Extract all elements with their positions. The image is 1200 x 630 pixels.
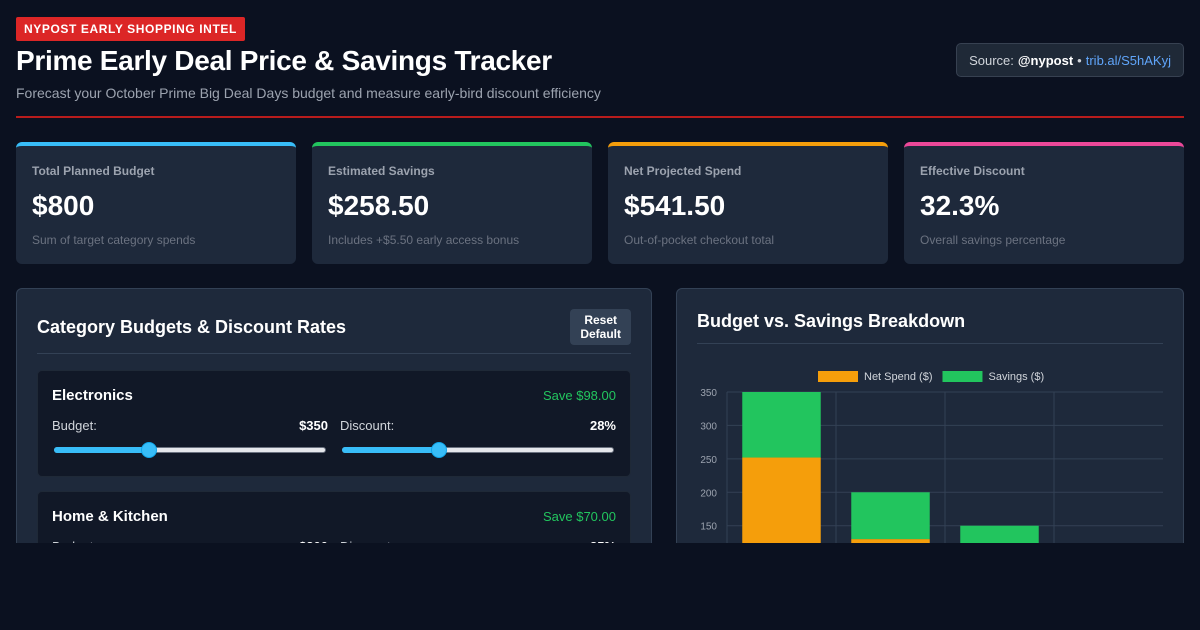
category-name: Electronics bbox=[52, 387, 133, 404]
card-note: Includes +$5.50 early access bonus bbox=[328, 233, 520, 247]
y-tick-label: 300 bbox=[700, 421, 717, 432]
budget-value: $350 bbox=[299, 418, 328, 433]
legend-swatch bbox=[818, 371, 858, 382]
slider-thumb[interactable] bbox=[431, 442, 448, 458]
y-tick-label: 200 bbox=[700, 488, 717, 499]
card-label: Total Planned Budget bbox=[32, 164, 155, 178]
chart-panel-title: Budget vs. Savings Breakdown bbox=[697, 311, 966, 331]
header-divider bbox=[16, 116, 1184, 118]
source-separator: • bbox=[1077, 52, 1082, 68]
card-effective-discount: Effective Discount 32.3% Overall savings… bbox=[904, 142, 1184, 264]
card-note: Out-of-pocket checkout total bbox=[624, 233, 775, 247]
category-panel-header: Category Budgets & Discount Rates Reset D… bbox=[37, 309, 631, 354]
card-label: Effective Discount bbox=[920, 164, 1025, 178]
legend-label: Savings ($) bbox=[988, 371, 1044, 383]
card-note: Sum of target category spends bbox=[32, 233, 196, 247]
bar-segment bbox=[851, 492, 930, 540]
source-link[interactable]: trib.al/S5hAKyj bbox=[1085, 52, 1171, 68]
page-subtitle: Forecast your October Prime Big Deal Day… bbox=[16, 85, 601, 101]
discount-label: Discount: bbox=[340, 418, 395, 433]
budget-label: Budget: bbox=[52, 418, 97, 433]
source-badge: Source: @nypost • trib.al/S5hAKyj bbox=[956, 43, 1184, 77]
y-tick-label: 350 bbox=[700, 388, 717, 399]
reset-default-button[interactable]: Reset Default bbox=[570, 309, 631, 345]
budget-slider[interactable] bbox=[52, 442, 328, 458]
y-tick-label: 250 bbox=[700, 455, 717, 466]
card-net-spend: Net Projected Spend $541.50 Out-of-pocke… bbox=[608, 142, 888, 264]
default-label: Default bbox=[580, 327, 621, 341]
slider-fill bbox=[342, 447, 440, 453]
category-savings: Save $98.00 bbox=[542, 388, 616, 403]
slider-thumb[interactable] bbox=[140, 442, 157, 458]
card-label: Estimated Savings bbox=[328, 164, 435, 178]
card-total-budget: Total Planned Budget $800 Sum of target … bbox=[16, 142, 296, 264]
legend-swatch bbox=[942, 371, 983, 382]
category-name: Home & Kitchen bbox=[52, 508, 168, 525]
y-tick-label: 150 bbox=[700, 522, 717, 533]
card-label: Net Projected Spend bbox=[624, 164, 742, 178]
summary-cards: Total Planned Budget $800 Sum of target … bbox=[16, 142, 1184, 264]
card-value: $541.50 bbox=[624, 190, 726, 221]
bar-segment bbox=[742, 392, 821, 458]
card-estimated-savings: Estimated Savings $258.50 Includes +$5.5… bbox=[312, 142, 592, 264]
card-note: Overall savings percentage bbox=[920, 233, 1066, 247]
source-prefix: Source: bbox=[969, 52, 1014, 68]
chart-panel-header: Budget vs. Savings Breakdown bbox=[697, 311, 1163, 344]
card-value: 32.3% bbox=[920, 190, 1000, 221]
discount-value: 28% bbox=[589, 418, 616, 433]
category-electronics: Electronics Save $98.00 Budget: $350 Dis… bbox=[37, 370, 631, 477]
discount-slider[interactable] bbox=[340, 442, 616, 458]
reset-label: Reset bbox=[584, 313, 617, 327]
slider-fill bbox=[54, 447, 149, 453]
page-bottom-background bbox=[0, 543, 1200, 630]
card-value: $800 bbox=[32, 190, 95, 221]
card-value: $258.50 bbox=[328, 190, 430, 221]
legend-label: Net Spend ($) bbox=[864, 371, 932, 383]
publisher-tag: NYPOST EARLY SHOPPING INTEL bbox=[16, 17, 245, 41]
page-title: Prime Early Deal Price & Savings Tracker bbox=[16, 45, 552, 76]
category-savings: Save $70.00 bbox=[542, 509, 616, 524]
source-handle: @nypost bbox=[1017, 52, 1074, 68]
category-panel-title: Category Budgets & Discount Rates bbox=[37, 316, 347, 337]
